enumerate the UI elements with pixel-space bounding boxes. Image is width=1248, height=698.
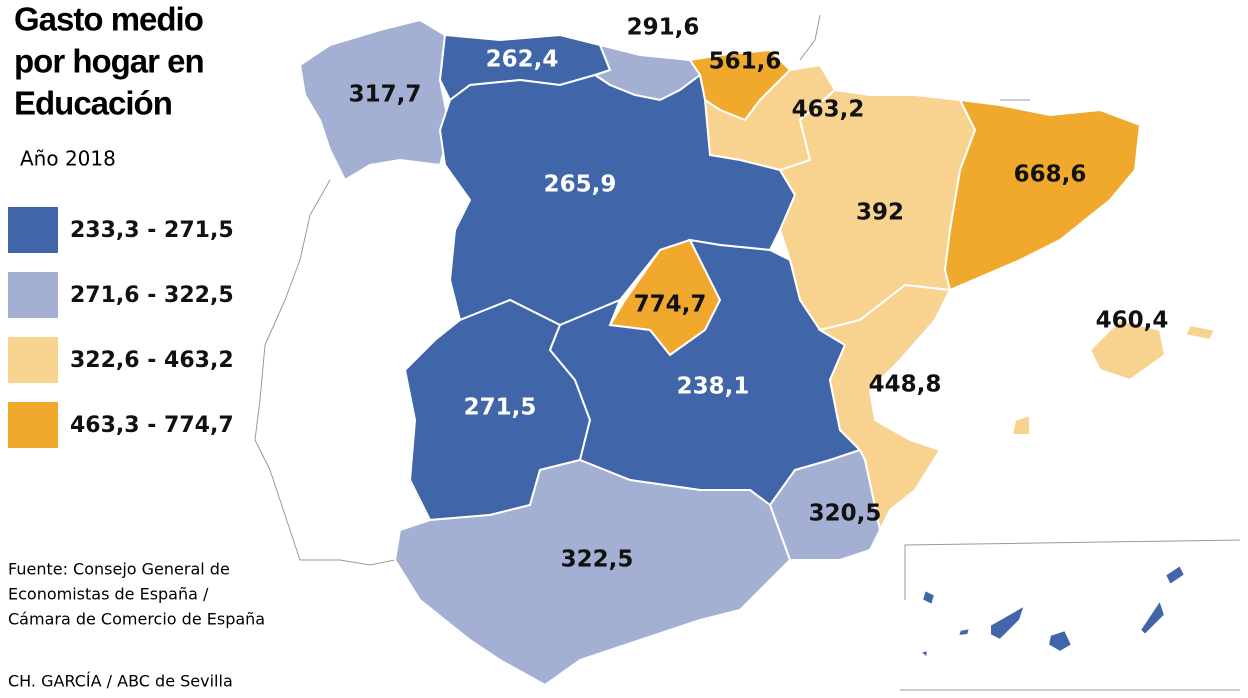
source-line: Cámara de Comercio de España — [8, 610, 265, 629]
legend-swatch — [8, 207, 58, 253]
legend-swatch — [8, 337, 58, 383]
region-value-label: 262,4 — [486, 47, 559, 73]
region-shape — [1010, 413, 1031, 436]
title-line: por hogar en — [14, 43, 204, 80]
region-value-label: 322,5 — [561, 547, 634, 573]
region-shape — [298, 18, 452, 182]
region-value-label: 271,5 — [464, 395, 537, 421]
region-shape — [768, 448, 882, 561]
region-value-label: 774,7 — [634, 292, 707, 318]
region-shape — [917, 648, 930, 660]
region-value-label: 320,5 — [809, 501, 882, 527]
region-value-label: 463,2 — [792, 97, 865, 123]
region-shape — [989, 602, 1027, 642]
region-value-label: 238,1 — [677, 374, 750, 400]
region — [1010, 318, 1217, 436]
region — [917, 563, 1187, 660]
region-value-label: 561,6 — [709, 49, 782, 75]
region — [943, 98, 1142, 292]
canarias-frame — [900, 539, 1241, 691]
region-shape — [1088, 318, 1167, 382]
region-shape — [1046, 628, 1074, 654]
source-line: Fuente: Consejo General de — [8, 560, 230, 579]
region-shape — [920, 588, 937, 607]
region-value-label: 317,7 — [349, 82, 422, 108]
region-value-label: 392 — [856, 200, 904, 226]
legend-label: 271,6 - 322,5 — [70, 283, 234, 308]
region-value-label: 668,6 — [1014, 162, 1087, 188]
legend-swatch — [8, 402, 58, 448]
region-shape — [1138, 597, 1167, 637]
legend-label: 463,3 - 774,7 — [70, 413, 234, 438]
region-value-label: 448,8 — [869, 372, 942, 398]
source-line: Economistas de España / — [8, 585, 209, 604]
legend-swatch — [8, 272, 58, 318]
region-value-label: 460,4 — [1096, 308, 1169, 334]
credit: CH. GARCÍA / ABC de Sevilla — [8, 672, 233, 691]
region-value-label: 233,3 — [1044, 592, 1117, 618]
region — [393, 458, 792, 687]
legend-label: 233,3 - 271,5 — [70, 218, 234, 243]
region-value-label: 265,9 — [544, 172, 617, 198]
subtitle: Año 2018 — [20, 147, 116, 171]
region-value-label: 291,6 — [627, 15, 700, 41]
title-line: Gasto medio — [14, 1, 203, 38]
legend-label: 322,6 - 463,2 — [70, 348, 234, 373]
region-shape — [1163, 563, 1187, 587]
region — [298, 18, 452, 182]
title-line: Educación — [14, 85, 172, 122]
region — [817, 283, 952, 533]
region-shape — [943, 98, 1142, 292]
neighbour-outline — [254, 14, 1030, 566]
region-shape — [1183, 323, 1217, 342]
region-shape — [956, 626, 972, 638]
region-shape — [393, 458, 792, 687]
region-shape — [817, 283, 952, 533]
region — [768, 448, 882, 561]
